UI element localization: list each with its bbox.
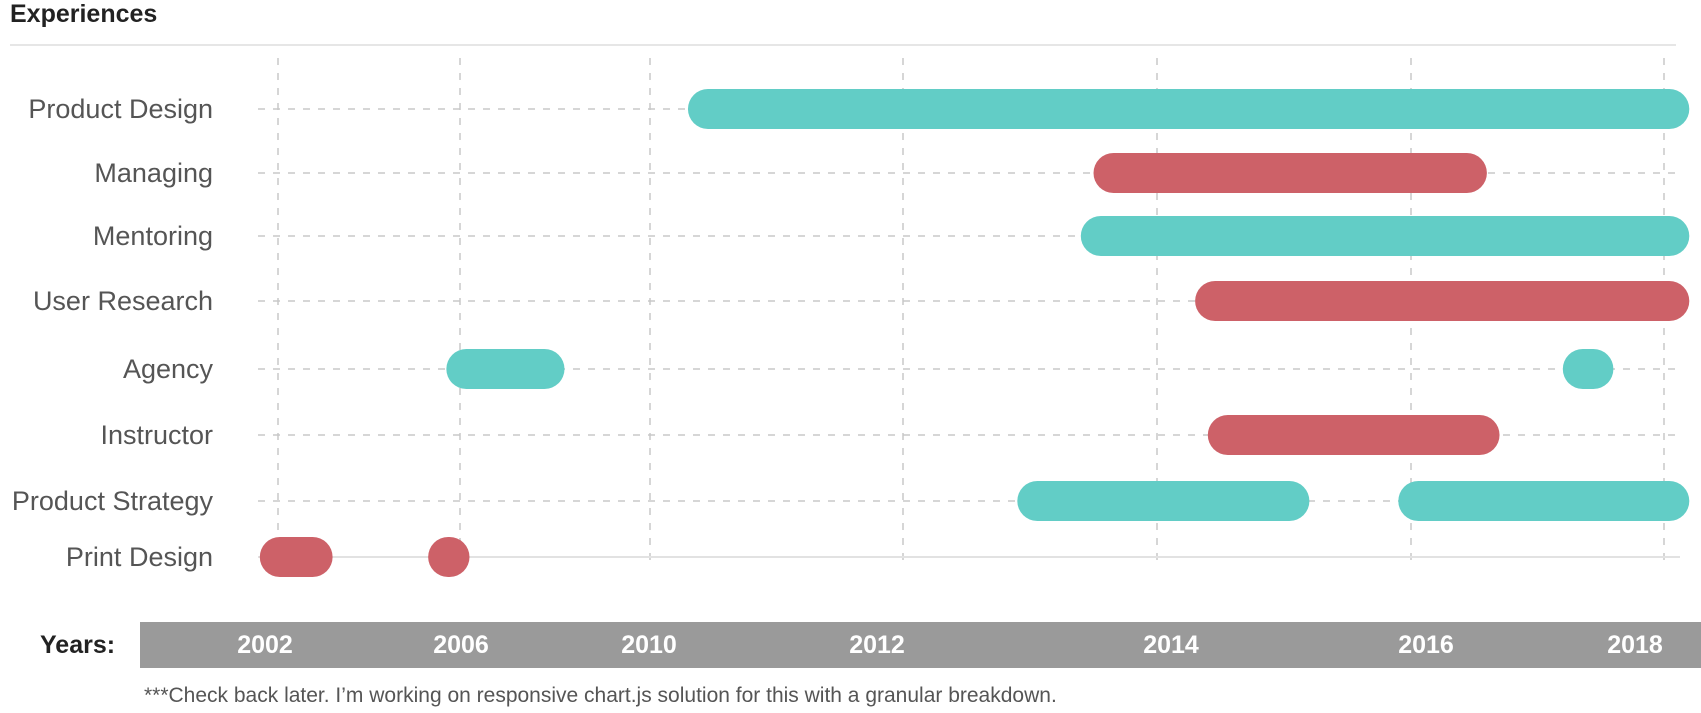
year-tick-label: 2014 [1143,631,1199,659]
category-label: Print Design [65,542,213,572]
year-tick-label: 2012 [849,631,905,659]
x-axis-label: Years: [40,631,116,659]
year-tick-label: 2010 [621,631,677,659]
category-label: Product Design [28,94,213,124]
year-tick-label: 2018 [1607,631,1663,659]
range-bar-mentoring [1080,216,1690,256]
range-bar-product-strategy [1017,481,1310,521]
range-bar-managing [1093,153,1487,193]
footnote: ***Check back later. I’m working on resp… [144,684,1057,707]
year-axis-bar [140,622,1701,668]
range-bar-product-strategy [1398,481,1690,521]
year-tick-label: 2002 [237,631,293,659]
range-bar-agency [446,349,565,389]
chart-title: Experiences [10,0,158,28]
range-bar-instructor [1207,415,1500,455]
range-bar-agency [1562,349,1614,389]
category-label: Instructor [100,420,213,450]
range-bar-print-design [428,537,470,577]
category-label: Product Strategy [11,486,213,516]
title-divider [10,44,1676,46]
category-label: Managing [94,158,213,188]
range-bar-print-design [259,537,333,577]
year-tick-label: 2006 [433,631,489,659]
range-bar-user-research [1195,281,1690,321]
year-tick-label: 2016 [1398,631,1454,659]
category-label: Agency [122,354,213,384]
range-bar-product-design [687,89,1690,129]
category-label: User Research [32,286,213,316]
category-label: Mentoring [92,221,213,251]
